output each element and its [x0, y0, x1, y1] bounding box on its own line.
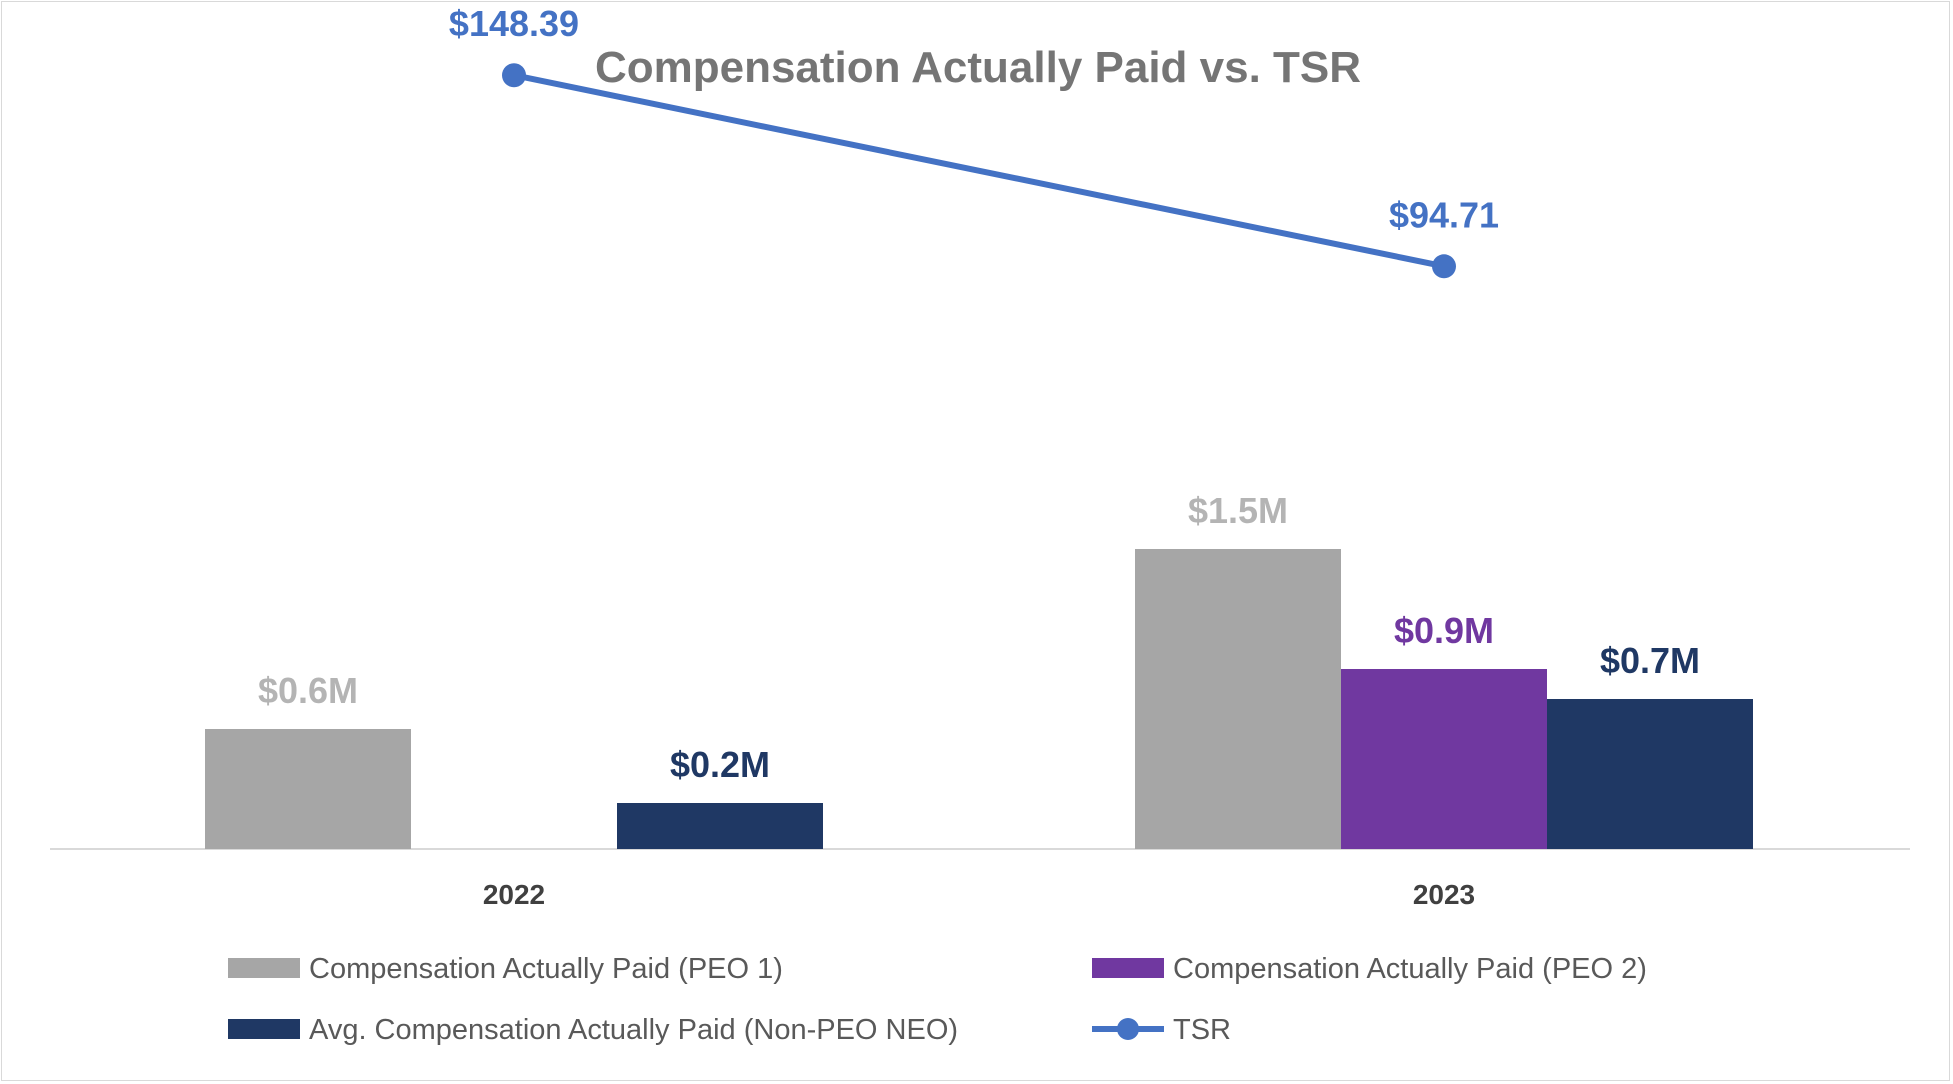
- bar-label-2023-series-1: $1.5M: [1188, 490, 1288, 531]
- bar-2022-series-3: [617, 803, 823, 849]
- legend-item-3: Avg. Compensation Actually Paid (Non-PEO…: [228, 1014, 958, 1046]
- legend-label-2: Compensation Actually Paid (PEO 2): [1173, 953, 1647, 985]
- legend-swatch-3: [228, 1019, 300, 1039]
- legend: Compensation Actually Paid (PEO 1) Compen…: [228, 953, 1647, 1046]
- legend-label-3: Avg. Compensation Actually Paid (Non-PEO…: [309, 1014, 958, 1046]
- tsr-label-2022: $148.39: [449, 3, 579, 44]
- legend-swatch-1: [228, 958, 300, 978]
- legend-item-1: Compensation Actually Paid (PEO 1): [228, 953, 783, 985]
- bar-2023-series-2: [1341, 669, 1547, 849]
- x-tick-label-2022: 2022: [483, 879, 545, 910]
- plot-area: $0.6M $1.5M $0.9M $0.2M $0.7M 2022 2023 $148.39…: [50, 3, 1910, 910]
- bar-label-2022-series-3: $0.2M: [670, 744, 770, 785]
- tsr-point-2022: [502, 63, 526, 88]
- bar-label-2023-series-3: $0.7M: [1600, 640, 1700, 681]
- bar-label-2023-series-2: $0.9M: [1394, 610, 1494, 651]
- chart-title: Compensation Actually Paid vs. TSR: [595, 43, 1361, 92]
- legend-item-2: Compensation Actually Paid (PEO 2): [1092, 953, 1647, 985]
- x-tick-label-2023: 2023: [1413, 879, 1475, 910]
- bar-2022-series-1: [205, 729, 411, 849]
- bar-2023-series-3: [1547, 699, 1753, 849]
- tsr-label-2023: $94.71: [1389, 194, 1499, 235]
- legend-item-4: TSR: [1092, 1014, 1231, 1046]
- bar-2023-series-1: [1135, 549, 1341, 849]
- legend-marker-swatch: [1117, 1018, 1139, 1040]
- tsr-point-2023: [1432, 254, 1456, 279]
- legend-label-4: TSR: [1173, 1014, 1231, 1046]
- bar-label-2022-series-1: $0.6M: [258, 670, 358, 711]
- legend-label-1: Compensation Actually Paid (PEO 1): [309, 953, 783, 985]
- tsr-line: [511, 72, 1447, 270]
- legend-swatch-2: [1092, 958, 1164, 978]
